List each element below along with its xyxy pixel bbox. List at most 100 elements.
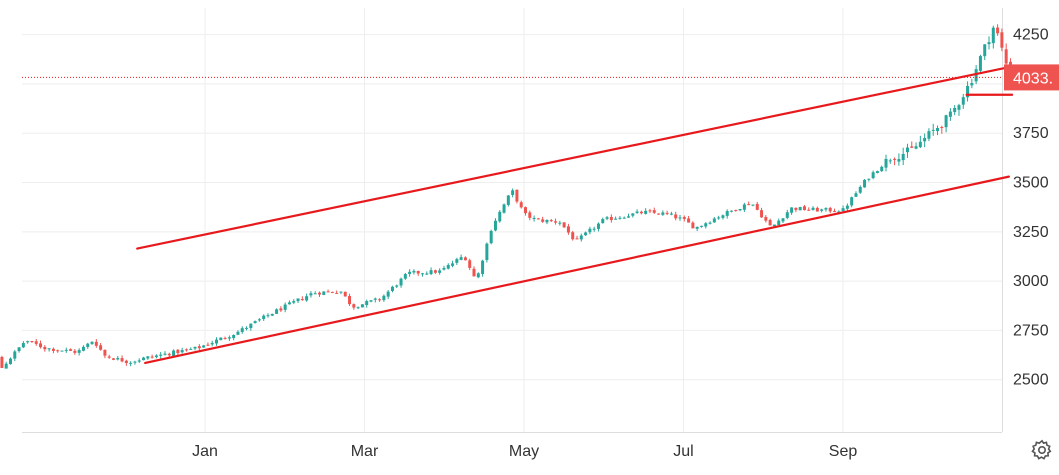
candle-body bbox=[875, 171, 879, 173]
candle-body bbox=[279, 308, 283, 311]
candle-body bbox=[755, 203, 759, 210]
candle-body bbox=[210, 342, 214, 345]
candle-body bbox=[725, 211, 729, 216]
candle-body bbox=[459, 257, 463, 260]
x-tick-label: Mar bbox=[351, 443, 379, 460]
candle-body bbox=[824, 208, 828, 210]
candle-body bbox=[961, 97, 965, 105]
candle-body bbox=[77, 350, 81, 353]
candle-body bbox=[236, 331, 240, 335]
candle-body bbox=[339, 291, 343, 293]
candle-body bbox=[665, 212, 669, 214]
candle-body bbox=[579, 235, 583, 240]
candle-body bbox=[742, 204, 746, 210]
y-tick-label: 2500 bbox=[1013, 372, 1049, 389]
candle-body bbox=[781, 218, 785, 222]
candle-body bbox=[463, 257, 467, 261]
candle-body bbox=[863, 179, 867, 188]
candle-body bbox=[348, 296, 352, 305]
candle-body bbox=[635, 211, 639, 213]
candle-body bbox=[532, 218, 536, 220]
candle-body bbox=[502, 204, 506, 213]
candle-body bbox=[107, 356, 111, 358]
candle-body bbox=[103, 349, 107, 356]
candle-body bbox=[609, 216, 613, 221]
candle-body bbox=[137, 360, 141, 362]
candle-body bbox=[747, 204, 751, 206]
candle-body bbox=[524, 207, 528, 214]
candle-body bbox=[940, 127, 944, 129]
candle-body bbox=[545, 220, 549, 223]
candle-body bbox=[399, 278, 403, 286]
candle-body bbox=[249, 323, 253, 329]
candle-body bbox=[214, 339, 218, 344]
candle-body bbox=[678, 217, 682, 219]
candle-body bbox=[845, 205, 849, 209]
candle-body bbox=[481, 260, 485, 274]
candle-body bbox=[768, 219, 772, 226]
candle-body bbox=[425, 273, 429, 275]
candle-body bbox=[403, 274, 407, 279]
candle-body bbox=[734, 209, 738, 211]
candle-body bbox=[506, 195, 510, 205]
candle-body bbox=[129, 362, 133, 364]
gear-icon[interactable] bbox=[1030, 438, 1054, 462]
candle-body bbox=[262, 315, 266, 320]
candle-body bbox=[837, 211, 841, 213]
current-price-tag bbox=[1004, 64, 1059, 91]
trendlines[interactable] bbox=[136, 67, 1014, 365]
candle-body bbox=[931, 129, 935, 131]
candle-body bbox=[944, 115, 948, 128]
candle-body bbox=[571, 232, 575, 240]
candle-body bbox=[8, 358, 12, 365]
candle-body bbox=[850, 197, 854, 206]
candle-body bbox=[275, 309, 279, 314]
candle-body bbox=[386, 291, 390, 297]
candle-body bbox=[73, 350, 77, 353]
y-tick-label: 4250 bbox=[1013, 27, 1049, 44]
candle-body bbox=[412, 270, 416, 273]
candle-body bbox=[644, 210, 648, 214]
candle-body bbox=[764, 216, 768, 221]
candle-body bbox=[777, 220, 781, 226]
candle-body bbox=[738, 208, 742, 211]
candle-body bbox=[983, 44, 987, 57]
y-tick-label: 3500 bbox=[1013, 175, 1049, 192]
candle-body bbox=[382, 295, 386, 301]
candle-body bbox=[841, 208, 845, 212]
candle-body bbox=[948, 111, 952, 117]
candle-body bbox=[807, 209, 811, 211]
candle-body bbox=[914, 146, 918, 149]
candle-body bbox=[292, 301, 296, 303]
candle-body bbox=[365, 301, 369, 306]
candle-body bbox=[81, 346, 85, 351]
candle-body bbox=[730, 210, 734, 212]
y-axis: 2500 2750 3000 3250 3500 3750 4250 4033. bbox=[1004, 27, 1059, 389]
candle-body bbox=[56, 350, 60, 352]
candle-body bbox=[0, 356, 4, 368]
candle-body bbox=[197, 346, 201, 349]
candle-body bbox=[584, 232, 588, 236]
candle-body bbox=[528, 212, 532, 218]
candle-body bbox=[313, 293, 317, 295]
candle-body bbox=[802, 206, 806, 210]
candle-body bbox=[232, 335, 236, 339]
candle-body bbox=[43, 347, 47, 350]
candle-body bbox=[378, 299, 382, 301]
candle-body bbox=[691, 222, 695, 229]
candle-body bbox=[622, 217, 626, 219]
candle-body bbox=[631, 213, 635, 216]
candle-body bbox=[120, 358, 124, 362]
candle-body bbox=[605, 217, 609, 219]
candle-body bbox=[270, 313, 274, 316]
candle-body bbox=[936, 128, 940, 132]
candle-body bbox=[923, 138, 927, 142]
candle-body bbox=[51, 348, 55, 351]
candle-body bbox=[17, 347, 21, 352]
candle-body bbox=[227, 337, 231, 339]
candle-body bbox=[639, 211, 643, 214]
candle-body bbox=[699, 225, 703, 227]
candle-body bbox=[34, 341, 38, 344]
